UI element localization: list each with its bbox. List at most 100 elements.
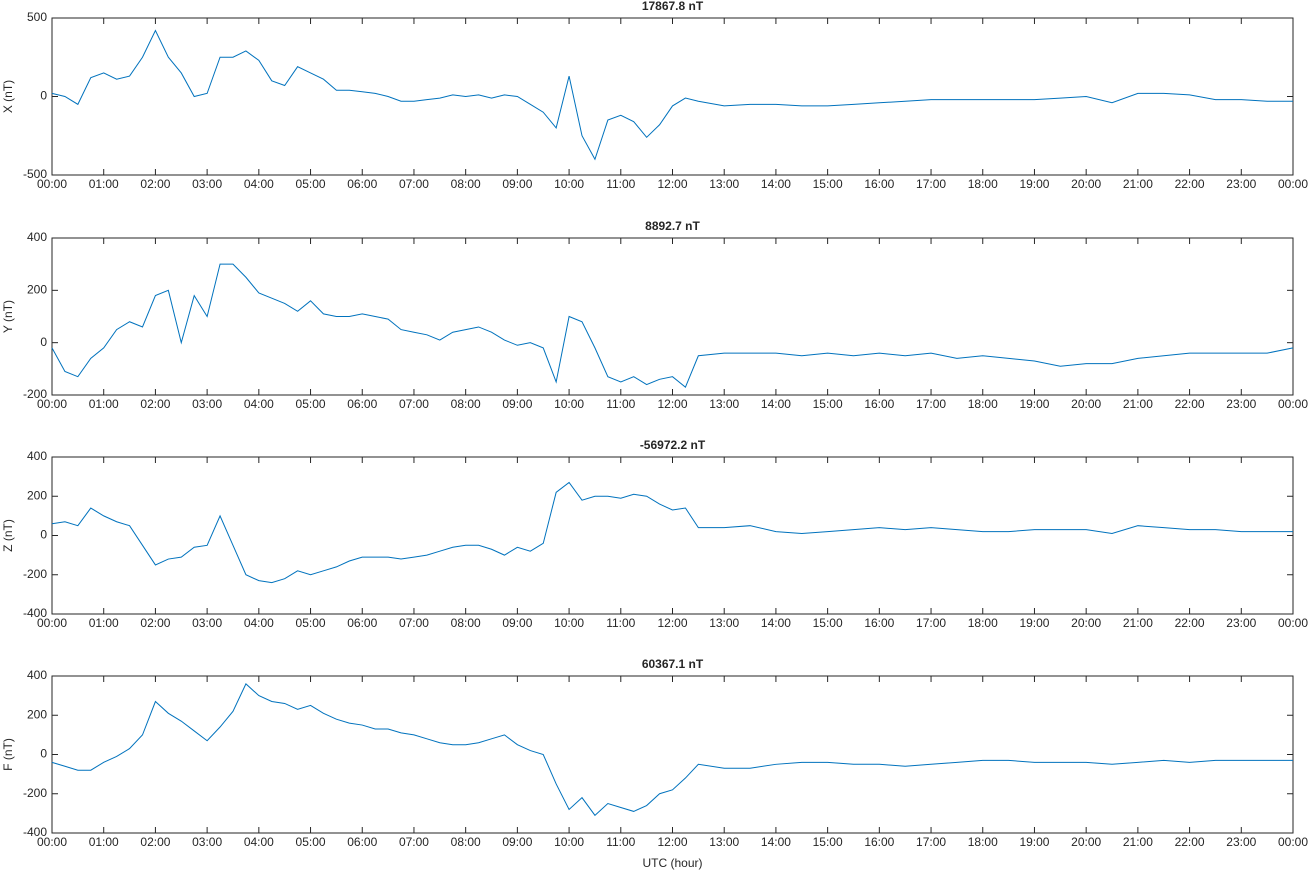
- y-tick-label: -400: [23, 825, 47, 839]
- x-tick-label: 05:00: [296, 616, 326, 630]
- y-tick-label: 0: [40, 528, 47, 542]
- x-tick-label: 18:00: [968, 177, 998, 191]
- plot-area: [51, 456, 1294, 615]
- x-tick-label: 03:00: [192, 177, 222, 191]
- x-tick-label: 03:00: [192, 616, 222, 630]
- y-axis-label: Y (nT): [1, 300, 15, 333]
- x-tick-label: 12:00: [657, 616, 687, 630]
- x-tick-label: 20:00: [1071, 177, 1101, 191]
- x-tick-label: 13:00: [709, 397, 739, 411]
- x-tick-label: 06:00: [347, 397, 377, 411]
- chart-title: 60367.1 nT: [642, 657, 704, 671]
- y-tick-label: 400: [27, 230, 47, 244]
- x-tick-label: 07:00: [399, 177, 429, 191]
- x-tick-label: 10:00: [554, 177, 584, 191]
- x-tick-label: 23:00: [1226, 177, 1256, 191]
- x-tick-label: 20:00: [1071, 835, 1101, 849]
- y-tick-label: 0: [40, 335, 47, 349]
- x-tick-label: 11:00: [606, 616, 635, 630]
- x-tick-label: 17:00: [916, 397, 946, 411]
- x-tick-label: 10:00: [554, 835, 584, 849]
- data-line: [51, 481, 1293, 584]
- x-tick-label: 21:00: [1123, 177, 1153, 191]
- plot-area: [51, 17, 1294, 176]
- x-tick-label: 21:00: [1123, 616, 1153, 630]
- x-tick-label: 05:00: [296, 835, 326, 849]
- x-tick-label: 11:00: [606, 835, 635, 849]
- x-tick-label: 13:00: [709, 616, 739, 630]
- x-tick-label: 14:00: [761, 616, 791, 630]
- chart-title: -56972.2 nT: [640, 438, 706, 452]
- x-tick-label: 16:00: [864, 177, 894, 191]
- x-tick-label: 08:00: [451, 835, 481, 849]
- x-axis-label: UTC (hour): [642, 856, 702, 870]
- x-tick-label: 18:00: [968, 616, 998, 630]
- x-tick-label: 09:00: [502, 397, 532, 411]
- x-tick-label: 04:00: [244, 835, 274, 849]
- x-tick-label: 03:00: [192, 397, 222, 411]
- x-tick-label: 01:00: [89, 177, 119, 191]
- x-tick-label: 15:00: [813, 177, 843, 191]
- x-tick-label: 15:00: [813, 616, 843, 630]
- data-line: [51, 29, 1293, 161]
- x-tick-label: 00:00: [37, 616, 67, 630]
- x-tick-label: 22:00: [1175, 397, 1205, 411]
- x-tick-label: 08:00: [451, 397, 481, 411]
- x-tick-label: 02:00: [140, 397, 170, 411]
- x-tick-label: 14:00: [761, 397, 791, 411]
- x-tick-label: 06:00: [347, 835, 377, 849]
- y-tick-label: -200: [23, 786, 47, 800]
- y-tick-label: 200: [27, 707, 47, 721]
- x-tick-label: 13:00: [709, 835, 739, 849]
- x-tick-label: 08:00: [451, 616, 481, 630]
- x-tick-label: 00:00: [37, 835, 67, 849]
- x-tick-label: 04:00: [244, 177, 274, 191]
- x-tick-label: 19:00: [1019, 616, 1049, 630]
- x-tick-label: 19:00: [1019, 835, 1049, 849]
- y-axis-label: Z (nT): [1, 519, 15, 552]
- x-tick-label: 15:00: [813, 397, 843, 411]
- x-tick-label: 16:00: [864, 835, 894, 849]
- x-tick-label: 14:00: [761, 177, 791, 191]
- y-tick-label: -200: [23, 387, 47, 401]
- x-tick-label: 17:00: [916, 835, 946, 849]
- x-tick-label: 05:00: [296, 397, 326, 411]
- x-tick-label: 17:00: [916, 177, 946, 191]
- x-tick-label: 23:00: [1226, 616, 1256, 630]
- x-tick-label: 02:00: [140, 616, 170, 630]
- plot-area: [51, 237, 1294, 396]
- data-line: [51, 263, 1294, 388]
- x-tick-label: 00:00: [37, 177, 67, 191]
- y-axis-label: F (nT): [1, 738, 15, 771]
- chart-title: 8892.7 nT: [645, 219, 700, 233]
- data-line: [51, 683, 1293, 817]
- x-tick-label: 00:00: [1278, 616, 1308, 630]
- x-tick-label: 01:00: [89, 397, 119, 411]
- x-tick-label: 23:00: [1226, 835, 1256, 849]
- x-tick-label: 02:00: [140, 177, 170, 191]
- x-tick-label: 04:00: [244, 616, 274, 630]
- x-tick-label: 14:00: [761, 835, 791, 849]
- x-tick-label: 01:00: [89, 835, 119, 849]
- x-tick-label: 12:00: [657, 835, 687, 849]
- y-tick-label: 400: [27, 668, 47, 682]
- x-tick-label: 21:00: [1123, 835, 1153, 849]
- x-tick-label: 19:00: [1019, 397, 1049, 411]
- x-tick-label: 00:00: [1278, 397, 1308, 411]
- x-tick-label: 13:00: [709, 177, 739, 191]
- x-tick-label: 03:00: [192, 835, 222, 849]
- x-tick-label: 18:00: [968, 835, 998, 849]
- y-tick-label: 200: [27, 283, 47, 297]
- x-tick-label: 07:00: [399, 616, 429, 630]
- x-tick-label: 19:00: [1019, 177, 1049, 191]
- x-tick-label: 06:00: [347, 177, 377, 191]
- x-tick-label: 08:00: [451, 177, 481, 191]
- x-tick-label: 23:00: [1226, 397, 1256, 411]
- y-axis-label: X (nT): [1, 80, 15, 113]
- x-tick-label: 22:00: [1175, 835, 1205, 849]
- x-tick-label: 15:00: [813, 835, 843, 849]
- x-tick-label: 22:00: [1175, 616, 1205, 630]
- x-tick-label: 11:00: [606, 397, 635, 411]
- y-tick-label: -200: [23, 567, 47, 581]
